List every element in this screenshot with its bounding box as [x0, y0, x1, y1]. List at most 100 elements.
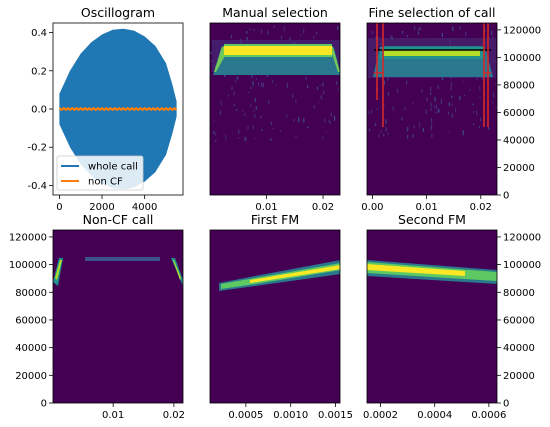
noise-pixel [419, 27, 421, 31]
noise-pixel [430, 102, 432, 107]
noise-pixel [376, 108, 378, 110]
panel-second-fm: Second FM 0.0002 0.0004 0.0006 120000 10000… [363, 212, 541, 421]
noise-pixel [325, 130, 327, 133]
spectrogram [367, 230, 497, 403]
noise-pixel [227, 94, 229, 97]
noise-pixel [413, 125, 415, 129]
noise-pixel [270, 138, 272, 141]
noise-pixel [368, 128, 371, 132]
noise-pixel [318, 102, 320, 104]
noise-pixel [478, 125, 480, 128]
noise-pixel [250, 86, 252, 90]
noise-pixel [448, 102, 450, 107]
noise-pixel [235, 79, 237, 83]
noise-pixel [392, 106, 394, 111]
noise-pixel [260, 115, 262, 119]
x-tick-label: 0 [56, 202, 62, 213]
noise-pixel [233, 103, 235, 107]
noise-pixel [380, 130, 382, 133]
noise-pixel [430, 92, 432, 96]
y-tick-label: 0.0 [31, 105, 47, 116]
noise-pixel [463, 94, 466, 96]
noise-pixel [430, 107, 432, 111]
y-tick-label: 40000 [15, 343, 47, 354]
noise-pixel [255, 106, 257, 110]
noise-pixel [246, 31, 248, 34]
noise-pixel [280, 130, 282, 133]
noise-pixel [321, 97, 323, 100]
noise-pixel [469, 89, 471, 91]
noise-pixel [236, 109, 238, 111]
y-tick-label: -0.4 [27, 181, 47, 192]
chart-title: Oscillogram [81, 5, 155, 20]
noise-pixel [396, 88, 399, 93]
noise-pixel [250, 104, 252, 107]
noise-pixel [433, 105, 435, 109]
noise-pixel [426, 97, 428, 102]
fm-upsweep-core [55, 260, 62, 280]
noise-pixel [472, 103, 474, 106]
noise-pixel [387, 92, 389, 96]
chart-title: Manual selection [222, 5, 328, 20]
y-axis-right: 120000 100000 80000 60000 40000 20000 0 [497, 25, 541, 202]
noise-pixel [472, 111, 474, 113]
y-tick-label: 0 [41, 399, 47, 410]
noise-pixel [480, 117, 482, 122]
noise-pixel [448, 131, 450, 133]
noise-pixel [491, 30, 493, 35]
noise-pixel [255, 77, 257, 80]
noise-pixel [459, 95, 461, 101]
x-tick-label: 0.01 [255, 202, 277, 213]
x-tick-label: 0.01 [415, 202, 437, 213]
axes-frame [209, 229, 341, 404]
noise-pixel [267, 30, 269, 35]
panel-manual-selection: Manual selection 0.01 0.02 [209, 5, 341, 213]
noise-pixel [406, 35, 408, 38]
noise-pixel [431, 133, 433, 138]
noise-pixel [390, 35, 392, 39]
noise-pixel [431, 123, 433, 127]
noise-pixel [236, 76, 239, 80]
noise-pixel [378, 134, 380, 138]
y-tick-label: 60000 [503, 315, 535, 326]
x-axis: 0.01 0.02 [255, 195, 334, 213]
noise-pixel [213, 120, 215, 122]
call-band-lower [224, 55, 332, 57]
noise-pixel [300, 34, 302, 37]
noise-pixel [258, 82, 260, 86]
x-tick-label: 2000 [89, 202, 114, 213]
noise-pixel [417, 28, 419, 31]
call-band-core [384, 50, 480, 56]
noise-pixel [251, 72, 253, 78]
noise-pixel [462, 130, 464, 136]
noise-pixel [387, 133, 389, 135]
noise-pixel [371, 109, 373, 114]
y-axis-right: 120000 100000 80000 60000 40000 20000 0 [497, 232, 541, 410]
noise-pixel [412, 134, 414, 138]
noise-pixel [434, 96, 436, 102]
x-tick-label: 0.0004 [417, 410, 452, 421]
y-tick-label: 80000 [15, 288, 47, 299]
y-axis: 0.4 0.2 0.0 -0.2 -0.4 [27, 28, 53, 192]
legend: whole call non CF [56, 155, 144, 191]
noise-pixel [459, 26, 461, 30]
noise-pixel [371, 31, 373, 35]
noise-pixel [245, 137, 247, 141]
noise-pixel [383, 133, 385, 137]
noise-pixel [383, 104, 385, 107]
noise-pixel [293, 119, 295, 122]
noise-pixel [295, 135, 297, 138]
noise-pixel [476, 110, 478, 116]
noise-pixel [407, 134, 409, 140]
y-tick-label: 80000 [503, 288, 535, 299]
noise-pixel [441, 33, 443, 37]
x-tick-label: 0.0015 [318, 410, 353, 421]
noise-pixel [223, 74, 226, 77]
x-tick-label: 0.01 [102, 410, 124, 421]
y-tick-label: 40000 [503, 343, 535, 354]
noise-pixel [272, 79, 274, 84]
noise-pixel [244, 113, 246, 116]
noise-pixel [316, 86, 319, 90]
noise-pixel [260, 29, 263, 34]
